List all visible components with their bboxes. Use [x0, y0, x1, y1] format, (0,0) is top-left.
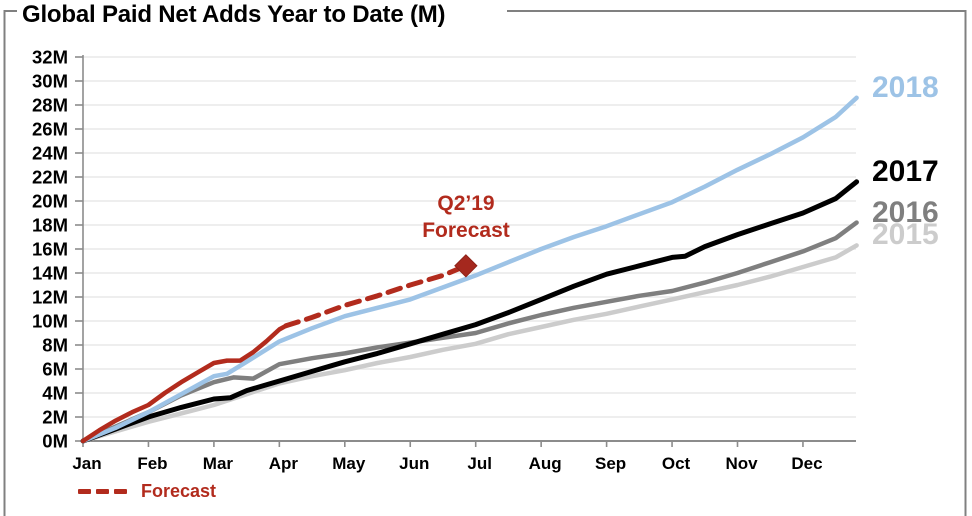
y-tick-label: 24M: [32, 143, 68, 164]
forecast-legend-label: Forecast: [141, 481, 217, 501]
x-tick-label: Aug: [529, 454, 562, 473]
series-line-2019-forecast: [283, 263, 469, 329]
forecast-legend: Forecast: [78, 481, 216, 502]
x-tick-label: Jun: [399, 454, 429, 473]
y-tick-label: 0M: [42, 431, 68, 452]
x-tick-label: Sep: [595, 454, 626, 473]
y-tick-label: 12M: [32, 287, 68, 308]
x-tick-label: Jan: [72, 454, 101, 473]
series-line-2016: [80, 220, 859, 444]
forecast-dash-icon: [78, 489, 132, 494]
y-tick-label: 28M: [32, 95, 68, 116]
forecast-annotation-quarter: Q2’19: [437, 192, 495, 215]
series-line-2015: [80, 243, 859, 444]
y-tick-label: 26M: [32, 119, 68, 140]
series-line-2019-actual: [80, 323, 289, 444]
y-tick-label: 4M: [42, 383, 68, 404]
y-tick-label: 30M: [32, 71, 68, 92]
y-tick-label: 14M: [32, 263, 68, 284]
y-tick-label: 22M: [32, 167, 68, 188]
series-label-2018: 2018: [872, 70, 939, 104]
chart-title: Global Paid Net Adds Year to Date (M): [22, 1, 446, 28]
forecast-annotation-word: Forecast: [422, 219, 510, 242]
series-label-2016: 2016: [872, 195, 939, 229]
y-tick-label: 16M: [32, 239, 68, 260]
y-tick-label: 2M: [42, 407, 68, 428]
x-tick-label: Jul: [467, 454, 492, 473]
x-tick-label: Feb: [137, 454, 167, 473]
y-tick-label: 10M: [32, 311, 68, 332]
y-tick-label: 20M: [32, 191, 68, 212]
x-tick-label: Nov: [725, 454, 758, 473]
series-line-2018: [80, 95, 859, 444]
series-label-2015: 2015: [872, 218, 939, 252]
y-tick-label: 18M: [32, 215, 68, 236]
y-tick-label: 32M: [32, 47, 68, 68]
x-tick-label: Oct: [662, 454, 691, 473]
forecast-annotation: Q2’19 Forecast: [396, 190, 536, 244]
x-tick-label: May: [332, 454, 366, 473]
y-tick-label: 6M: [42, 359, 68, 380]
y-tick-label: 8M: [42, 335, 68, 356]
x-tick-label: Apr: [269, 454, 299, 473]
forecast-diamond-icon: [454, 254, 478, 278]
series-line-2017: [80, 179, 860, 444]
series-label-2017: 2017: [872, 154, 939, 188]
x-tick-label: Dec: [791, 454, 822, 473]
x-tick-label: Mar: [203, 454, 234, 473]
